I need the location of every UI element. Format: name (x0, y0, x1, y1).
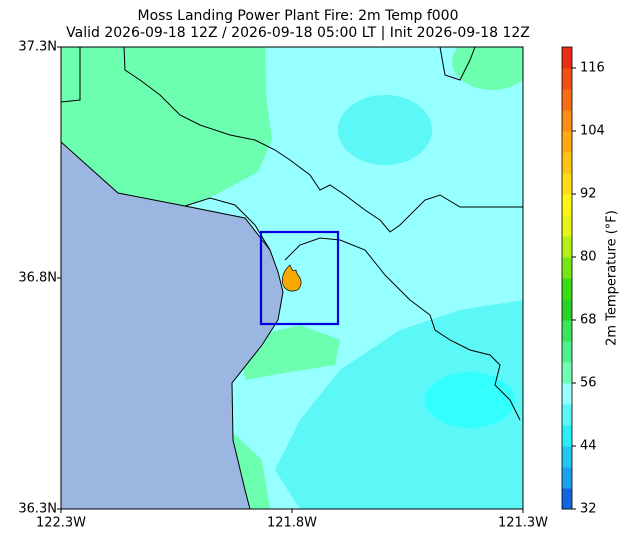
subtitle: Valid 2026-09-18 12Z / 2026-09-18 05:00 … (66, 25, 530, 41)
title: Moss Landing Power Plant Fire: 2m Temp f… (138, 8, 459, 24)
colorbar-tick-label: 32 (580, 502, 597, 517)
colorbar-band (562, 320, 572, 342)
map-area (61, 47, 523, 509)
x-tick-label: 121.8W (267, 516, 317, 531)
colorbar-tick-label: 44 (580, 439, 597, 454)
colorbar-tick-label: 68 (580, 313, 597, 328)
colorbar-band (562, 362, 572, 384)
colorbar-band (562, 194, 572, 216)
x-tick-label: 122.3W (36, 516, 86, 531)
y-tick-label: 36.3N (18, 502, 57, 517)
colorbar-band (562, 110, 572, 132)
colorbar-tick-label: 116 (580, 61, 605, 76)
colorbar-tick-label: 80 (580, 250, 597, 265)
colorbar-band (562, 488, 572, 510)
colorbar-tick-label: 104 (580, 124, 605, 139)
colorbar-band (562, 173, 572, 195)
colorbar-label: 2m Temperature (°F) (605, 210, 620, 346)
colorbar-band (562, 425, 572, 447)
colorbar-band (562, 152, 572, 174)
colorbar-band (562, 68, 572, 90)
colorbar-band (562, 467, 572, 489)
y-tick-label: 37.3N (18, 40, 57, 55)
colorbar-band (562, 257, 572, 279)
colorbar-band (562, 446, 572, 468)
colorbar-band (562, 47, 572, 69)
colorbar-band (562, 89, 572, 111)
colorbar-band (562, 383, 572, 405)
colorbar-band (562, 278, 572, 300)
colorbar-frame (561, 46, 573, 510)
colorbar-band (562, 299, 572, 321)
colorbar-band (562, 131, 572, 153)
colorbar-band (562, 236, 572, 258)
colorbar-tick-label: 56 (580, 376, 597, 391)
y-tick-label: 36.8N (18, 271, 57, 286)
colorbar-tick-label: 92 (580, 187, 597, 202)
colorbar-band (562, 341, 572, 363)
x-tick-label: 121.3W (498, 516, 548, 531)
colorbar-band (562, 404, 572, 426)
colorbar-band (562, 215, 572, 237)
